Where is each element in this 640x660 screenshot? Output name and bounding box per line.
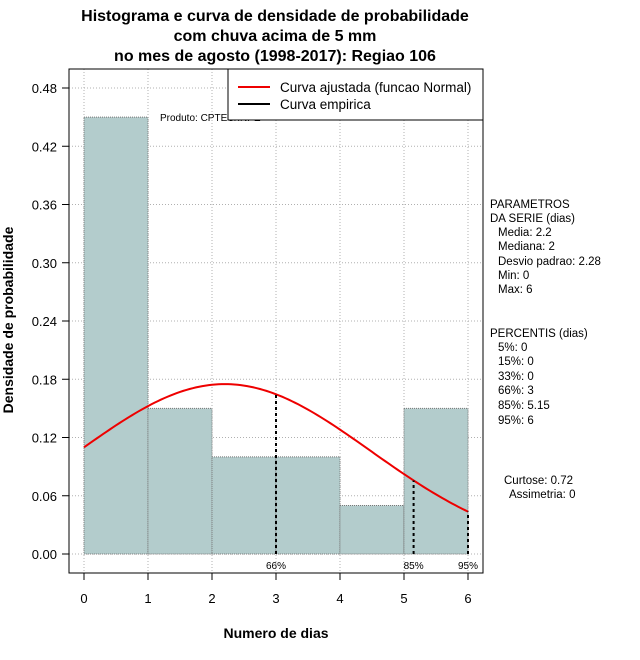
- x-tick-label: 4: [336, 591, 343, 606]
- percentil-15: 15%: 0: [498, 356, 534, 368]
- x-tick-label: 3: [272, 591, 279, 606]
- params-title-2: DA SERIE (dias): [490, 213, 575, 225]
- histogram-bar: [211, 456, 277, 555]
- histogram-bar: [339, 504, 405, 555]
- legend-box: [227, 68, 484, 121]
- y-tick-label: 0.42: [32, 139, 57, 154]
- y-axis: 0.00 0.06 0.12 0.18 0.24 0.30 0.36 0.42 0.48: [32, 81, 70, 562]
- histogram-bars: [83, 116, 469, 555]
- y-tick-label: 0.00: [32, 547, 57, 562]
- y-tick-label: 0.12: [32, 431, 57, 446]
- param-min: Min: 0: [498, 270, 529, 282]
- curves-layer: [83, 383, 469, 513]
- x-tick-label: 2: [208, 591, 215, 606]
- percentile-marker-label: 66%: [266, 561, 286, 572]
- param-max: Max: 6: [498, 284, 533, 296]
- param-desvio: Desvio padrao: 2.28: [498, 256, 601, 268]
- percentil-66: 66%: 3: [498, 385, 534, 397]
- assimetria: Assimetria: 0: [509, 489, 575, 501]
- x-axis-title: Numero de dias: [223, 625, 328, 641]
- x-tick-label: 5: [400, 591, 407, 606]
- percentil-33: 33%: 0: [498, 371, 534, 383]
- y-tick-label: 0.18: [32, 372, 57, 387]
- product-annotation: Produto: CPTEC/INPE: [160, 113, 261, 124]
- percentil-95: 95%: 6: [498, 415, 534, 427]
- percentil-85: 85%: 5.15: [498, 400, 550, 412]
- chart-title-line-3: no mes de agosto (1998-2017): Regiao 106: [114, 48, 436, 65]
- x-tick-label: 6: [464, 591, 471, 606]
- percentile-markers: 66% 85% 95%: [266, 394, 478, 572]
- x-axis: 0 1 2 3 4 5 6: [80, 572, 472, 606]
- x-tick-label: 0: [80, 591, 87, 606]
- legend-fitted-label: Curva ajustada (funcao Normal): [280, 80, 471, 95]
- y-tick-label: 0.36: [32, 198, 57, 213]
- percentil-5: 5%: 0: [498, 342, 527, 354]
- y-tick-label: 0.06: [32, 489, 57, 504]
- curtose: Curtose: 0.72: [504, 475, 573, 487]
- legend-empirical-label: Curva empirica: [280, 97, 371, 112]
- y-axis-title: Densidade de probabilidade: [0, 226, 16, 413]
- params-title-1: PARAMETROS: [490, 199, 570, 211]
- percentile-marker-label: 85%: [404, 561, 424, 572]
- param-mediana: Mediana: 2: [498, 241, 555, 253]
- chart-title-line-2: com chuva acima de 5 mm: [174, 28, 377, 45]
- histogram-bar: [275, 456, 341, 555]
- histogram-bar: [147, 407, 213, 555]
- y-tick-label: 0.24: [32, 314, 57, 329]
- x-tick-label: 1: [144, 591, 151, 606]
- chart-title-line-1: Histograma e curva de densidade de proba…: [81, 8, 469, 25]
- percentis-title: PERCENTIS (dias): [490, 328, 588, 340]
- percentile-marker-label: 95%: [458, 561, 478, 572]
- histogram-bar: [83, 116, 149, 555]
- param-media: Media: 2.2: [498, 227, 552, 239]
- y-tick-label: 0.30: [32, 256, 57, 271]
- fitted-normal-curve: [83, 383, 469, 513]
- y-tick-label: 0.48: [32, 81, 57, 96]
- side-panel: PARAMETROS DA SERIE (dias) Media: 2.2 Me…: [490, 199, 601, 501]
- legend: Curva ajustada (funcao Normal) Curva emp…: [227, 68, 484, 121]
